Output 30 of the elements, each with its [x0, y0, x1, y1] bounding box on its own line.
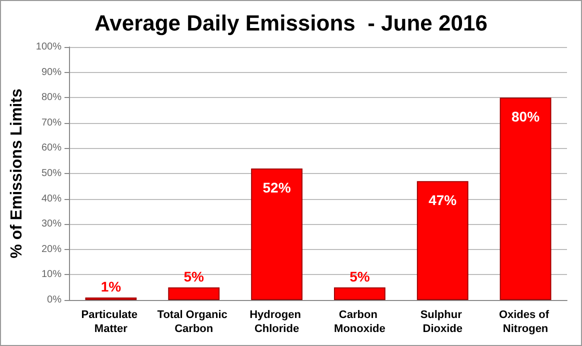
y-tick-label: 90% — [41, 66, 62, 78]
x-tick-label: Sulphur Dioxide — [420, 309, 465, 335]
data-label: 80% — [512, 108, 540, 125]
y-axis-title: % of Emissions Limits — [8, 88, 26, 258]
y-tick-label: 60% — [41, 142, 62, 154]
data-label: 5% — [184, 268, 205, 284]
y-tick-label: 40% — [41, 193, 62, 204]
y-tick-label: 50% — [41, 168, 62, 179]
x-tick-label: Oxides of Nitrogen — [498, 309, 552, 335]
data-label: 1% — [100, 278, 122, 294]
y-tick-label: 100% — [36, 42, 62, 52]
y-tick-label: 10% — [41, 269, 62, 280]
bar — [500, 98, 552, 300]
x-tick-label: Carbon Monoxide — [334, 309, 386, 335]
chart-title: Average Daily Emissions - June 2016 — [94, 10, 488, 36]
y-tick-label: 70% — [41, 117, 62, 128]
x-tick-label: Particulate Matter — [81, 309, 141, 335]
bar — [416, 181, 468, 300]
y-tick-label: 20% — [41, 244, 62, 255]
bar — [168, 287, 220, 300]
x-tick-label: Total Organic Carbon — [157, 309, 230, 335]
x-tick-label: Hydrogen Chloride — [250, 309, 304, 335]
bar — [334, 287, 386, 300]
data-label: 5% — [350, 268, 370, 284]
data-label: 47% — [428, 192, 458, 208]
data-label: 52% — [262, 179, 292, 196]
y-tick-label: 30% — [41, 218, 62, 230]
y-tick-label: 0% — [47, 294, 62, 306]
bar — [251, 168, 302, 300]
y-tick-label: 80% — [41, 92, 62, 104]
